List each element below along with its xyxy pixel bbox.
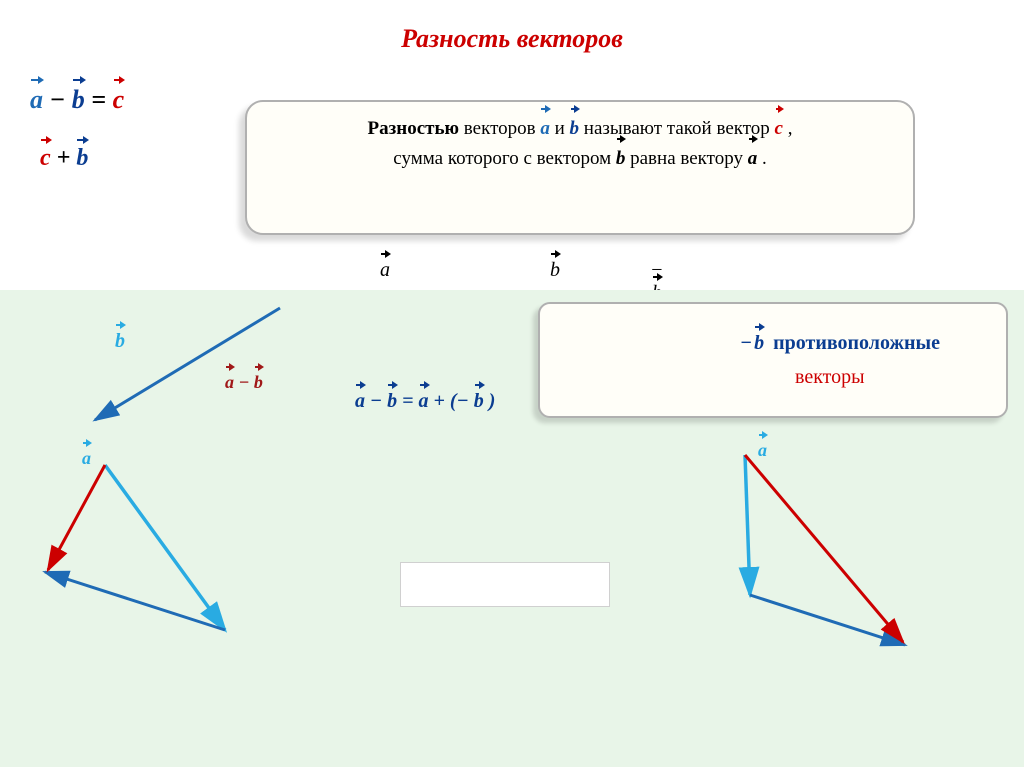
opposite-label: −b противоположные: [740, 332, 940, 355]
fl-a2: a: [419, 390, 429, 413]
arrow-right_tri_b: [750, 595, 905, 645]
eq-sign: =: [91, 85, 112, 114]
opposite-text: противоположные: [773, 332, 940, 354]
def-line1: Разностью векторов a и b называют такой …: [267, 114, 893, 144]
label-a-right-v: a: [758, 440, 767, 461]
def-vec-c: c: [775, 114, 783, 144]
vec-b: b: [72, 85, 85, 115]
amb-m: −: [239, 372, 254, 392]
arrow-left_tri_b: [45, 572, 225, 630]
amb-b: b: [254, 372, 263, 393]
formula-long: a − b = a + (− b ): [355, 390, 495, 413]
label-a-v: a: [380, 259, 390, 282]
definition-box: Разностью векторов a и b называют такой …: [245, 100, 915, 235]
vectors-text: векторы: [795, 366, 865, 388]
def-vec-a: a: [540, 114, 550, 144]
formula-sub: c + b: [40, 145, 88, 172]
fl-cl: ): [489, 390, 496, 412]
def-line2: сумма которого с вектором b равна вектор…: [267, 144, 893, 174]
vectors-text-row: векторы: [795, 366, 865, 389]
label-a-right: a: [758, 440, 767, 461]
def-vec-a2: a: [748, 144, 758, 174]
plus-sign: +: [57, 145, 77, 171]
def-t6: равна вектору: [630, 148, 748, 169]
def-t3: называют такой вектор: [584, 118, 775, 139]
fl-eq: =: [402, 390, 418, 412]
formula-main: a − b = c: [30, 85, 124, 115]
arrow-left_tri_c: [48, 465, 105, 570]
def-t4: ,: [788, 118, 793, 139]
label-b: b: [550, 259, 560, 282]
fl-m: −: [370, 390, 387, 412]
page-title: Разность векторов: [401, 24, 623, 54]
arrow-left_tri_a: [105, 465, 225, 630]
label-b-free-v: b: [115, 330, 125, 353]
label-a-left-v: a: [82, 448, 91, 469]
def-t1: векторов: [464, 118, 541, 139]
fl-p: + (−: [434, 390, 469, 412]
fl-a1: a: [355, 390, 365, 413]
vec-c2: c: [40, 145, 51, 172]
info-mb-v: b: [754, 332, 764, 355]
def-t7: .: [762, 148, 767, 169]
fl-b1: b: [387, 390, 397, 413]
arrow-right_tri_a: [745, 455, 750, 595]
def-t2: и: [555, 118, 570, 139]
arrow-right_tri_c: [745, 455, 903, 642]
def-word-raznost: Разностью: [368, 118, 460, 139]
vec-a: a: [30, 85, 43, 115]
def-vec-b: b: [570, 114, 580, 144]
label-a-left: a: [82, 448, 91, 469]
def-t5: сумма которого с вектором: [393, 148, 616, 169]
label-a: a: [380, 259, 390, 282]
amb-a: a: [225, 372, 234, 393]
label-b-v: b: [550, 259, 560, 282]
def-vec-b2: b: [616, 144, 626, 174]
lower-area: −b противоположные векторы b a − b a − b…: [0, 290, 1024, 767]
info-box: −b противоположные векторы: [538, 302, 1008, 418]
minus-sign: −: [50, 85, 72, 114]
white-box: [400, 562, 610, 607]
vec-b2: b: [76, 145, 88, 172]
title-text: Разность векторов: [401, 24, 623, 53]
fl-b2: b: [474, 390, 484, 413]
label-b-free: b: [115, 330, 125, 353]
vec-c: c: [113, 85, 125, 115]
label-a-minus-b: a − b: [225, 372, 263, 393]
